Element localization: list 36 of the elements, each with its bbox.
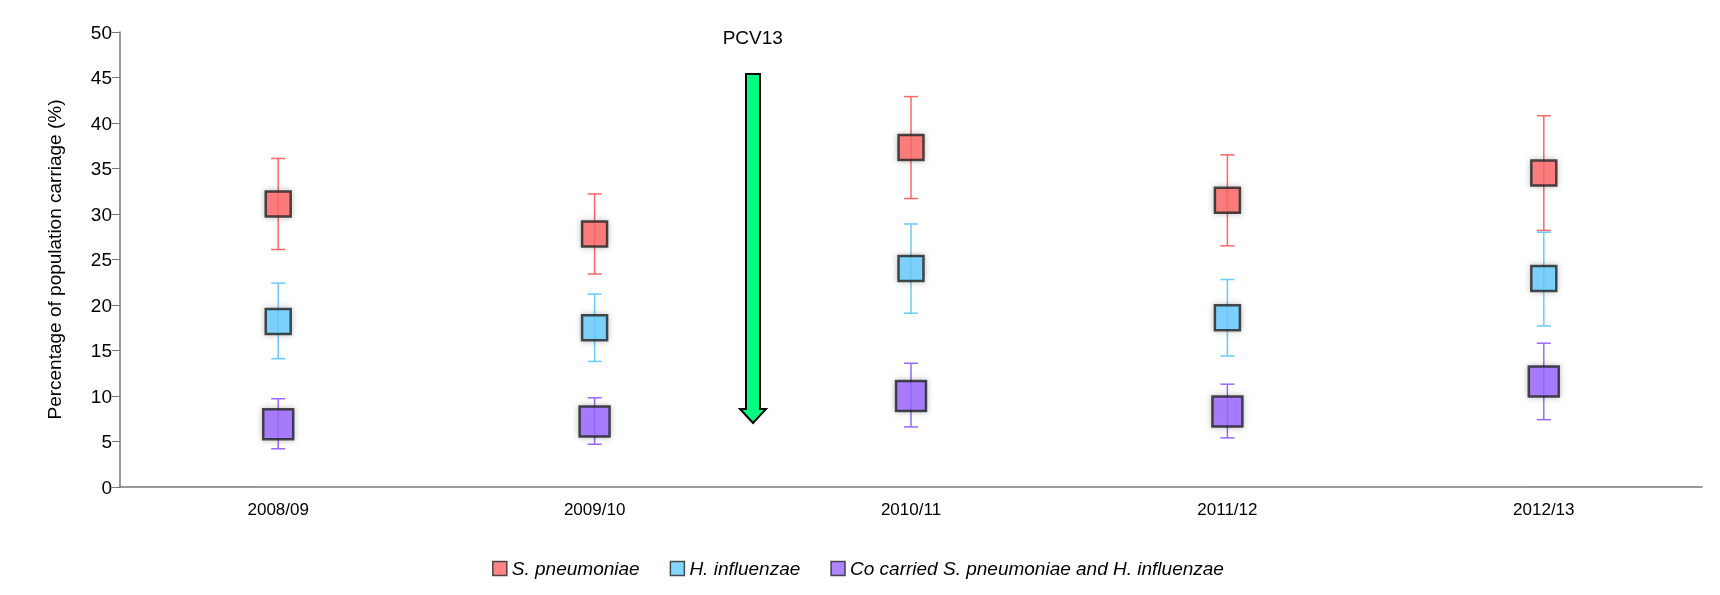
y-tick-label: 5 — [101, 431, 112, 452]
y-tick-label: 25 — [90, 249, 112, 270]
point — [261, 407, 295, 441]
y-axis-title: Percentage of population carriage (%) — [44, 99, 65, 420]
y-tick-label: 0 — [101, 476, 112, 498]
x-tick-label: 2012/13 — [1513, 500, 1575, 519]
y-tick-label: 45 — [90, 67, 112, 88]
y-tick-label: 20 — [90, 294, 112, 316]
legend-label: H. influenzae — [689, 558, 801, 579]
point — [264, 307, 292, 336]
point — [578, 405, 611, 438]
point — [894, 379, 928, 413]
point — [1530, 264, 1558, 293]
point — [897, 254, 925, 283]
point — [1527, 365, 1561, 398]
x-tick-label: 2011/12 — [1197, 500, 1258, 519]
point — [1213, 303, 1242, 332]
point — [897, 133, 925, 162]
point — [1530, 159, 1558, 187]
y-tick-label: 40 — [90, 112, 112, 134]
x-tick-label: 2010/11 — [880, 500, 942, 519]
x-tick-label: 2009/10 — [563, 500, 626, 519]
y-tick-label: 35 — [90, 158, 112, 179]
legend-label: S. pneumoniae — [511, 558, 640, 579]
y-tick-label: 50 — [90, 21, 112, 43]
y-tick-label: 30 — [90, 203, 112, 225]
y-tick-label: 15 — [90, 340, 112, 361]
point — [1211, 395, 1244, 428]
point — [1213, 186, 1242, 215]
point — [580, 220, 609, 248]
x-tick-label: 2008/09 — [247, 500, 309, 519]
point — [264, 190, 292, 218]
point — [580, 314, 609, 342]
legend-label: Co carried S. pneumoniae and H. influenzae — [850, 558, 1224, 579]
y-tick-label: 10 — [90, 385, 112, 407]
annotation: PCV13 — [721, 26, 784, 50]
